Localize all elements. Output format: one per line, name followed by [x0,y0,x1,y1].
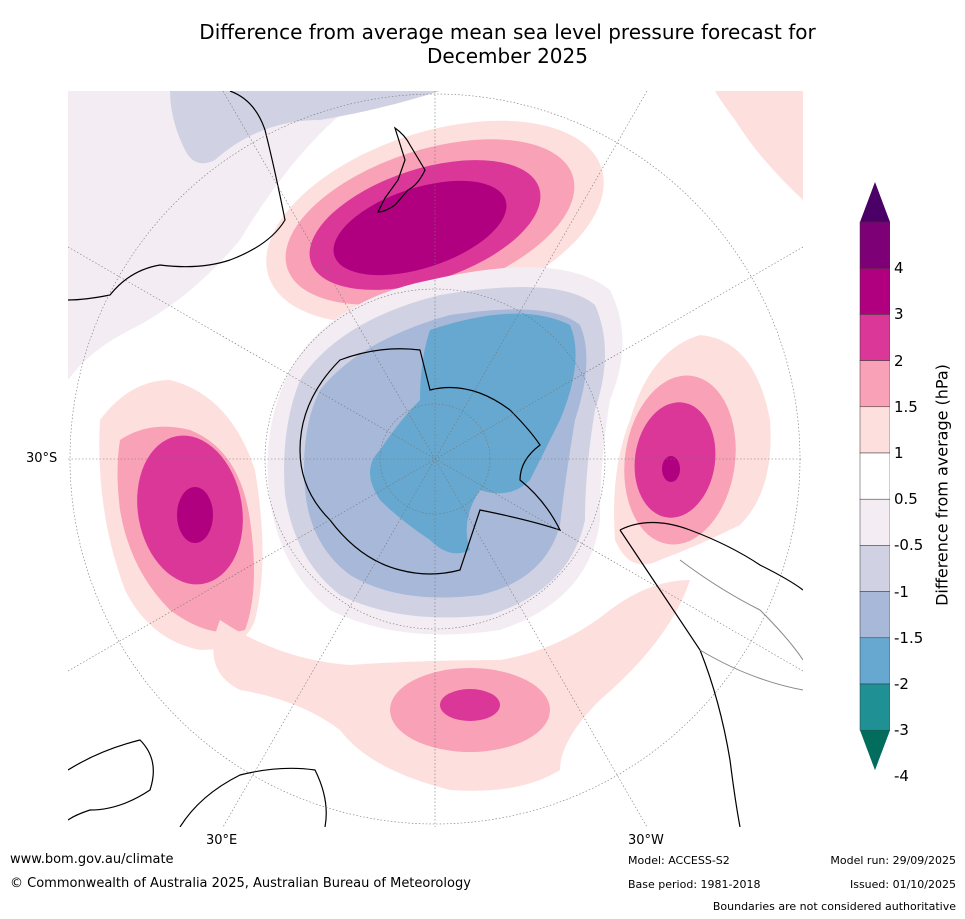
colorbar-tick-label: -3 [894,721,909,740]
latitude-label-30s: 30°S [26,451,58,466]
footer-website: www.bom.gov.au/climate [10,852,174,867]
colorbar-segment [859,498,890,546]
anomaly-high-nz-2 [333,180,507,276]
colorbar-tick-label: -0.5 [894,536,924,555]
south-america-borders [679,559,803,691]
longitude-label-30w: 30°W [628,833,664,848]
anomaly-high-indian-2 [662,456,680,482]
colorbar-tick-label: -1.5 [894,628,924,647]
colorbar [859,182,890,771]
colorbar-segment [859,406,890,454]
colorbar-segment [859,221,890,269]
antarctica-coastline [299,348,562,575]
colorbar-tick-label: 4 [894,259,904,278]
anomaly-region-neg-mod-n [170,91,440,164]
colorbar-label: Difference from average (hPa) [932,364,952,606]
africa-coastline [68,739,327,827]
footer-disclaimer: Boundaries are not considered authoritat… [712,900,956,913]
colorbar-extend-max [860,182,890,222]
chart-title: Difference from average mean sea level p… [60,20,955,68]
anomaly-low-antarctic-2 [370,313,576,554]
longitude-label-30e: 30°E [206,833,238,848]
footer-model-run: Model run: 29/09/2025 [830,854,956,867]
colorbar-tick-label: -2 [894,675,909,693]
colorbar-segment [859,314,890,361]
colorbar-segment [859,637,890,685]
colorbar-extend-min [860,730,890,771]
colorbar-segment [859,591,890,639]
colorbar-segment [859,267,890,315]
anomaly-region-neg-weak-nw [68,91,370,380]
colorbar-tick-label: 1.5 [894,397,918,416]
graticule [68,91,803,827]
footer-model: Model: ACCESS-S2 [628,854,730,867]
anomaly-region-pos-weak-ne [715,91,803,200]
colorbar-tick-label: 1 [894,444,904,462]
anomaly-high-south-1-5 [440,689,500,721]
anomaly-high-atlantic-2 [177,487,213,543]
new-zealand-coastline [377,126,426,213]
colorbar-segment [859,452,890,500]
colorbar-tick-label: 2 [894,351,904,370]
colorbar-tick-label: 0.5 [894,490,918,509]
colorbar-segment [859,683,890,731]
title-line-2: December 2025 [427,44,588,68]
colorbar-tick-label: -4 [894,767,909,786]
colorbar-segment [859,360,890,408]
footer-base-period: Base period: 1981-2018 [628,878,761,891]
colorbar-segment [859,545,890,592]
colorbar-tick-label: 3 [894,305,904,324]
title-line-1: Difference from average mean sea level p… [199,20,816,44]
footer-copyright: © Commonwealth of Australia 2025, Austra… [10,876,471,891]
colorbar-tick-label: -1 [894,582,909,601]
australia-coastline [68,91,286,301]
footer-issued: Issued: 01/10/2025 [849,878,956,891]
